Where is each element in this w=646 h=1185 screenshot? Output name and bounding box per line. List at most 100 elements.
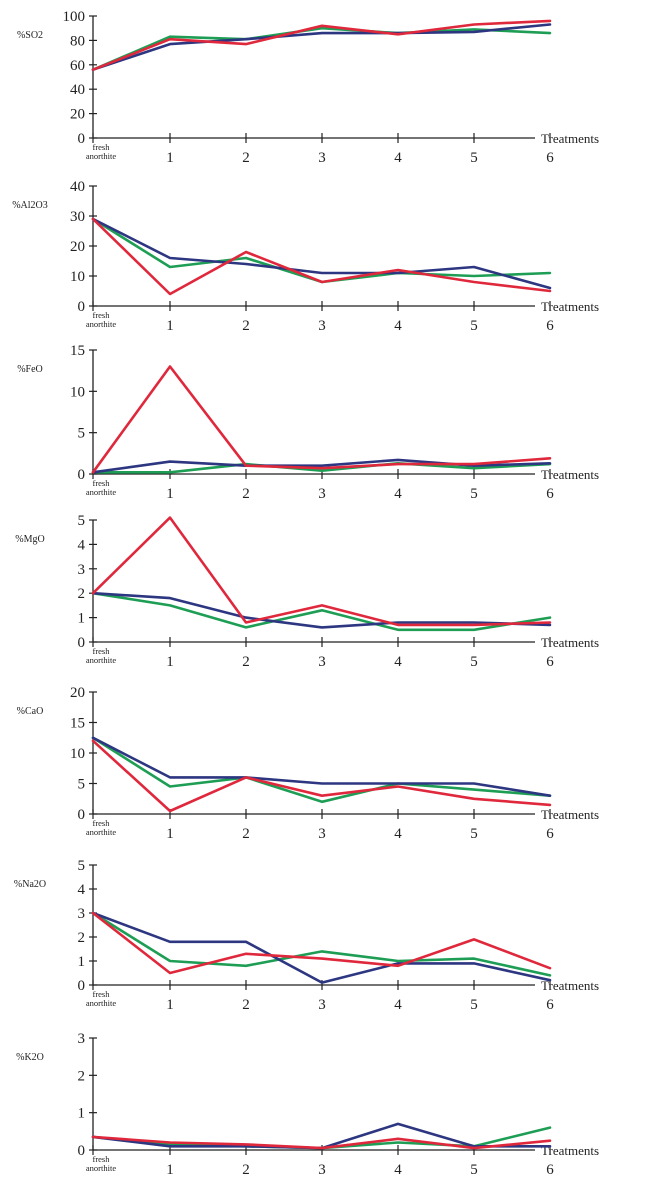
x-tick-label: 3 (318, 826, 326, 842)
y-axis-label: %Na2O (14, 879, 46, 890)
y-tick-label: 0 (78, 467, 86, 483)
x-tick-label: anorthite (86, 319, 116, 329)
x-tick-label: 2 (242, 486, 250, 502)
y-tick-label: 4 (78, 882, 86, 898)
x-tick-label: 5 (470, 654, 478, 670)
x-tick-label: 6 (546, 486, 554, 502)
y-tick-label: 20 (70, 107, 85, 123)
x-tick-label: fresh (93, 989, 111, 999)
x-tick-label: 3 (318, 654, 326, 670)
y-axis-label: %MgO (15, 534, 44, 545)
y-tick-label: 40 (70, 82, 85, 98)
x-tick-label: 5 (470, 997, 478, 1013)
x-tick-label: 6 (546, 1162, 554, 1178)
y-tick-label: 20 (70, 685, 85, 701)
x-tick-label: 4 (394, 486, 402, 502)
x-tick-label: 5 (470, 318, 478, 334)
y-tick-label: 2 (78, 930, 86, 946)
series-line-navy (91, 217, 552, 290)
y-axis-label: %CaO (17, 706, 44, 717)
y-tick-label: 80 (70, 33, 85, 49)
y-tick-label: 60 (70, 58, 85, 74)
y-tick-label: 20 (70, 239, 85, 255)
x-tick-label: anorthite (86, 827, 116, 837)
y-tick-label: 0 (78, 635, 86, 651)
y-tick-label: 15 (70, 343, 85, 359)
series-line-green (91, 911, 552, 977)
y-tick-label: 30 (70, 209, 85, 225)
y-axis-label: %SO2 (17, 30, 43, 41)
x-tick-label: anorthite (86, 998, 116, 1008)
x-tick-label: fresh (93, 142, 111, 152)
y-tick-label: 10 (70, 746, 85, 762)
y-tick-label: 100 (63, 9, 86, 25)
y-tick-label: 3 (78, 562, 86, 578)
x-tick-label: 3 (318, 318, 326, 334)
x-tick-label: 5 (470, 1162, 478, 1178)
series-line-navy (91, 591, 552, 629)
x-axis-label: Treatments (541, 807, 599, 822)
x-tick-label: fresh (93, 478, 111, 488)
series-line-red (91, 911, 552, 975)
x-tick-label: fresh (93, 1154, 111, 1164)
x-tick-label: 4 (394, 1162, 402, 1178)
y-tick-label: 4 (78, 537, 86, 553)
series-line-red (91, 516, 552, 627)
x-tick-label: anorthite (86, 1163, 116, 1173)
x-tick-label: 1 (166, 654, 174, 670)
y-tick-label: 1 (78, 954, 86, 970)
x-tick-label: 6 (546, 826, 554, 842)
series-line-red (91, 217, 552, 296)
series-line-navy (91, 458, 552, 474)
x-tick-label: 1 (166, 997, 174, 1013)
y-tick-label: 0 (78, 299, 86, 315)
y-tick-label: 2 (78, 1068, 86, 1084)
x-axis-label: Treatments (541, 1143, 599, 1158)
x-axis-label: Treatments (541, 299, 599, 314)
series-line-red (91, 19, 552, 71)
x-tick-label: 1 (166, 318, 174, 334)
series-line-navy (91, 23, 552, 71)
x-tick-label: 4 (394, 997, 402, 1013)
x-tick-label: fresh (93, 646, 111, 656)
x-tick-label: 6 (546, 997, 554, 1013)
y-tick-label: 0 (78, 978, 86, 994)
y-axis-label: %Al2O3 (12, 200, 48, 211)
x-tick-label: 1 (166, 826, 174, 842)
x-tick-label: 2 (242, 654, 250, 670)
y-tick-label: 5 (78, 426, 86, 442)
x-tick-label: 4 (394, 826, 402, 842)
y-tick-label: 5 (78, 858, 86, 874)
x-tick-label: 3 (318, 150, 326, 166)
x-axis-label: Treatments (541, 467, 599, 482)
x-tick-label: 5 (470, 150, 478, 166)
y-tick-label: 1 (78, 1106, 86, 1122)
y-tick-label: 0 (78, 131, 86, 147)
x-tick-label: 3 (318, 486, 326, 502)
x-tick-label: 4 (394, 150, 402, 166)
series-line-green (91, 591, 552, 632)
x-tick-label: 3 (318, 1162, 326, 1178)
y-tick-label: 3 (78, 1031, 86, 1047)
series-line-red (91, 1135, 552, 1150)
x-tick-label: 1 (166, 150, 174, 166)
y-tick-label: 0 (78, 807, 86, 823)
x-axis-label: Treatments (541, 635, 599, 650)
y-tick-label: 0 (78, 1143, 86, 1159)
y-tick-label: 2 (78, 586, 86, 602)
x-axis-label: Treatments (541, 978, 599, 993)
series-line-navy (91, 911, 552, 984)
x-tick-label: 4 (394, 654, 402, 670)
x-tick-label: 5 (470, 826, 478, 842)
y-tick-label: 40 (70, 179, 85, 195)
x-tick-label: 2 (242, 150, 250, 166)
x-tick-label: 1 (166, 486, 174, 502)
y-tick-label: 15 (70, 716, 85, 732)
x-tick-label: 2 (242, 826, 250, 842)
